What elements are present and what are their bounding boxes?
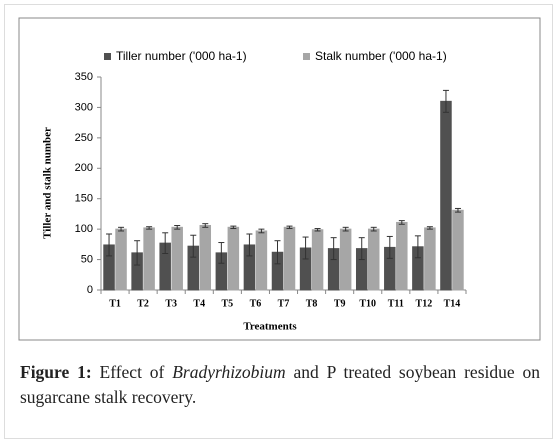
error-bar	[246, 233, 253, 257]
bar	[440, 100, 452, 291]
error-bar	[174, 224, 181, 230]
x-tick-label: T12	[416, 298, 433, 309]
error-bar	[190, 234, 197, 258]
bar	[255, 230, 268, 291]
error-bar	[398, 220, 405, 225]
y-tick-label: 150	[75, 193, 93, 205]
error-bar	[146, 226, 153, 230]
x-tick-label: T7	[278, 298, 290, 309]
y-tick-label: 300	[75, 101, 93, 113]
x-axis-title: Treatments	[243, 321, 297, 333]
error-bar	[314, 228, 321, 232]
x-tick-label: T6	[250, 298, 262, 309]
caption: Figure 1: Effect of Bradyrhizobium and P…	[20, 360, 540, 410]
caption-text: and P treated soybean residue on sugarca…	[20, 362, 540, 407]
y-tick-label: 200	[75, 162, 93, 174]
bar	[227, 226, 240, 291]
bar	[311, 229, 324, 291]
error-bar	[386, 235, 393, 259]
x-tick-label: T8	[306, 298, 318, 309]
x-tick-label: T2	[137, 298, 149, 309]
x-tick-label: T14	[444, 298, 461, 309]
bar	[396, 221, 408, 291]
y-tick-label: 0	[87, 284, 93, 296]
error-bar	[230, 225, 237, 230]
caption-italic: Bradyrhizobium	[172, 362, 286, 382]
y-tick-label: 250	[75, 132, 93, 144]
x-tick-label: T1	[109, 298, 121, 309]
legend-swatch	[303, 53, 310, 60]
bar	[367, 228, 380, 291]
y-tick-label: 50	[81, 253, 93, 265]
y-tick-label: 350	[75, 71, 93, 83]
x-tick-label: T5	[222, 298, 234, 309]
bar	[339, 228, 352, 291]
bar	[283, 226, 296, 291]
x-tick-label: T4	[193, 298, 205, 309]
chart-border	[18, 17, 541, 341]
error-bar	[342, 226, 349, 232]
error-bar	[162, 232, 169, 254]
legend-label: Tiller number ('000 ha-1)	[116, 49, 247, 63]
error-bar	[274, 240, 281, 265]
bar	[115, 228, 127, 291]
error-bar	[286, 225, 293, 230]
error-bar	[358, 237, 365, 261]
error-bar	[258, 228, 265, 234]
bar	[424, 227, 436, 291]
error-bar	[414, 235, 421, 259]
bar	[452, 209, 464, 291]
bar	[143, 227, 155, 291]
error-bar	[134, 240, 141, 266]
caption-text: Effect of	[91, 362, 173, 382]
y-tick-label: 100	[75, 223, 93, 235]
figure-frame	[4, 4, 553, 439]
legend-swatch	[104, 53, 111, 60]
error-bar	[218, 242, 225, 264]
bar	[199, 224, 212, 291]
error-bar	[118, 226, 125, 232]
y-axis-title: Tiller and stalk number	[42, 127, 54, 239]
bar	[171, 226, 183, 291]
error-bar	[202, 223, 209, 228]
legend-label: Stalk number ('000 ha-1)	[315, 49, 447, 63]
error-bar	[442, 89, 449, 113]
error-bar	[426, 226, 433, 230]
error-bar	[302, 236, 309, 260]
x-tick-label: T3	[165, 298, 177, 309]
x-tick-label: T9	[334, 298, 346, 309]
error-bar	[106, 233, 113, 257]
error-bar	[330, 237, 337, 261]
error-bar	[454, 207, 461, 213]
error-bar	[370, 226, 377, 232]
x-tick-label: T11	[388, 298, 404, 309]
x-tick-label: T10	[359, 298, 376, 309]
caption-label: Figure 1:	[20, 362, 92, 382]
chart: Treatments Tiller and stalk number 0 50 10…	[18, 17, 541, 341]
